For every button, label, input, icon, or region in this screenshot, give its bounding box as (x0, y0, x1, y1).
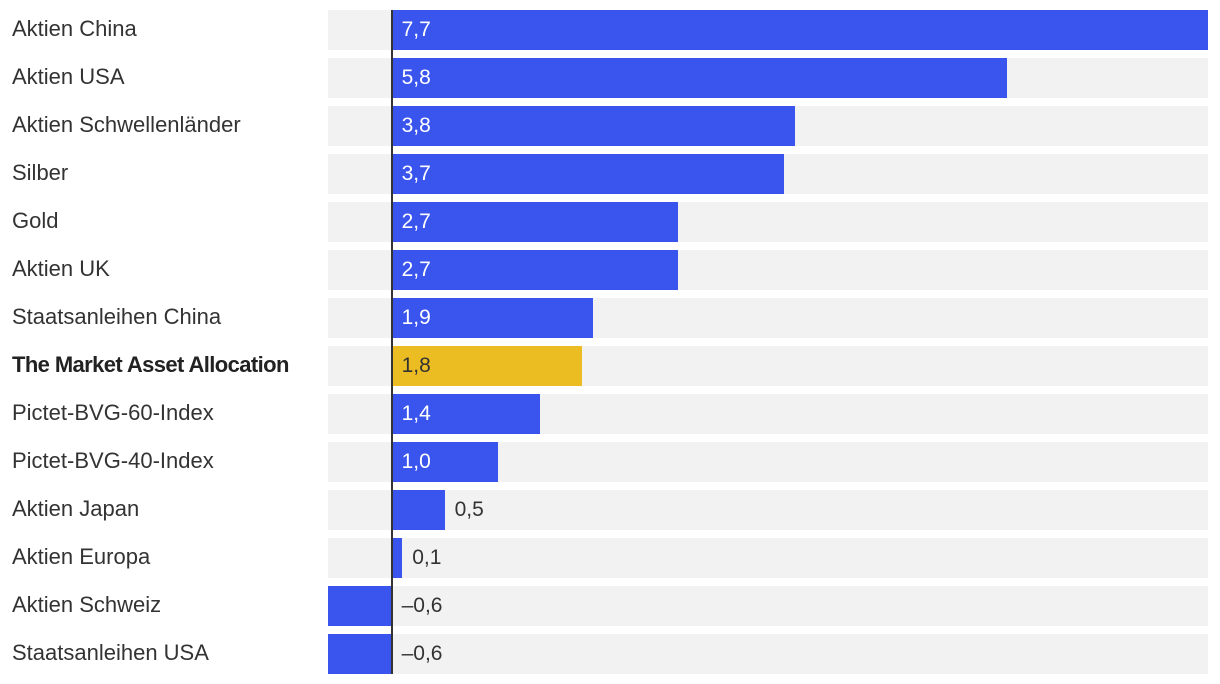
bar (391, 538, 403, 578)
bar (391, 154, 784, 194)
bar (391, 10, 1208, 50)
bar (391, 202, 678, 242)
category-label: Aktien Schweiz (12, 592, 162, 617)
bar-track (328, 538, 1208, 578)
bar (391, 298, 594, 338)
bar (391, 490, 445, 530)
category-label: Aktien China (12, 16, 137, 41)
category-label: The Market Asset Allocation (12, 352, 289, 377)
value-label: 1,4 (401, 402, 431, 425)
bar-track (328, 586, 1208, 626)
bar (328, 586, 392, 626)
bar-track (328, 634, 1208, 674)
value-label: 3,7 (401, 162, 431, 185)
bar (328, 634, 392, 674)
bar (391, 106, 795, 146)
value-label: 0,5 (454, 498, 484, 521)
value-label: –0,6 (401, 642, 443, 665)
category-label: Pictet-BVG-40-Index (12, 448, 214, 473)
bar (391, 58, 1007, 98)
category-label: Aktien Europa (12, 544, 151, 569)
bar-track (328, 490, 1208, 530)
category-label: Aktien USA (12, 64, 125, 89)
category-label: Aktien Japan (12, 496, 140, 521)
category-label: Staatsanleihen China (12, 304, 222, 329)
category-label: Pictet-BVG-60-Index (12, 400, 214, 425)
zero-axis-line (390, 10, 393, 674)
value-label: 3,8 (401, 114, 431, 137)
category-label: Aktien UK (12, 256, 110, 281)
value-label: 7,7 (401, 18, 431, 41)
value-label: 0,1 (412, 546, 442, 569)
bar (391, 442, 498, 482)
category-label: Gold (12, 208, 59, 233)
value-label: 5,8 (401, 66, 431, 89)
value-label: 1,8 (401, 354, 431, 377)
value-label: 2,7 (401, 210, 431, 233)
category-label: Aktien Schwellenländer (12, 112, 241, 137)
value-label: –0,6 (401, 594, 443, 617)
category-label: Silber (12, 160, 69, 185)
bar-highlight (391, 346, 583, 386)
category-label: Staatsanleihen USA (12, 640, 209, 665)
value-label: 1,9 (401, 306, 431, 329)
bar (391, 394, 541, 434)
value-label: 1,0 (401, 450, 431, 473)
bar (391, 250, 678, 290)
value-label: 2,7 (401, 258, 431, 281)
